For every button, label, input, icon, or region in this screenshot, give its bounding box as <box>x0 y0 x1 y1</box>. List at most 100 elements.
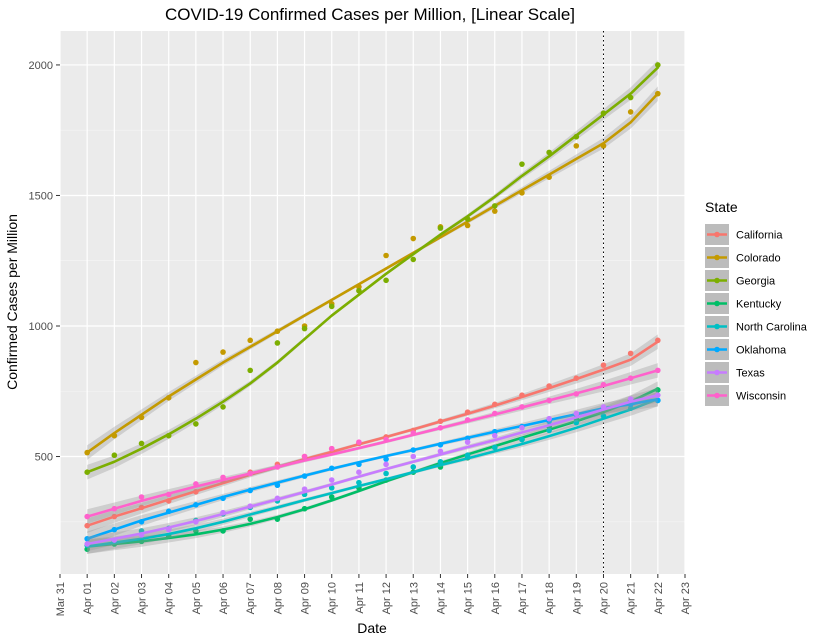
data-point <box>165 498 172 504</box>
data-point <box>247 470 254 477</box>
data-point <box>247 516 254 522</box>
data-point <box>600 110 607 117</box>
data-point <box>274 482 281 489</box>
legend-label: Oklahoma <box>736 345 787 357</box>
chart-title: COVID-19 Confirmed Cases per Million, [L… <box>165 5 575 24</box>
data-point <box>410 235 417 242</box>
x-tick-label: Apr 04 <box>164 582 176 614</box>
data-point <box>627 405 634 412</box>
x-tick-label: Apr 02 <box>109 582 121 614</box>
data-point <box>247 337 254 344</box>
legend-key-point <box>714 346 720 353</box>
x-tick-label: Apr 08 <box>272 582 284 614</box>
data-point <box>301 473 308 479</box>
x-tick-label: Apr 16 <box>490 582 502 614</box>
legend-item: California <box>705 224 783 245</box>
fit-line <box>85 393 660 546</box>
x-tick-label: Apr 11 <box>354 582 366 614</box>
x-tick-label: Apr 22 <box>653 582 665 614</box>
data-point <box>383 436 389 443</box>
data-point <box>464 435 471 442</box>
data-point <box>138 494 145 500</box>
legend-label: Wisconsin <box>736 391 786 403</box>
data-point <box>220 474 226 481</box>
data-point <box>328 465 335 472</box>
data-point <box>138 532 145 538</box>
data-point <box>491 401 498 408</box>
data-point <box>464 452 471 459</box>
legend-item: Colorado <box>705 247 781 268</box>
data-point <box>84 541 90 547</box>
data-point <box>410 447 417 453</box>
data-point <box>328 494 335 500</box>
legend-label: North Carolina <box>736 322 808 334</box>
panel-background <box>60 31 685 574</box>
data-point <box>491 410 498 417</box>
x-tick-label: Apr 07 <box>245 582 257 614</box>
data-point <box>437 441 444 448</box>
data-point <box>410 430 417 436</box>
data-point <box>464 409 471 415</box>
data-point <box>464 417 471 423</box>
data-point <box>464 222 471 229</box>
data-point <box>437 225 444 231</box>
data-point <box>138 440 145 447</box>
fit-line <box>85 369 660 518</box>
data-point <box>573 391 580 397</box>
data-point <box>655 387 661 393</box>
legend-key-point <box>714 369 720 376</box>
data-point <box>193 481 199 487</box>
data-point <box>84 513 90 520</box>
legend-label: California <box>736 230 783 242</box>
x-tick-label: Apr 03 <box>137 582 149 614</box>
x-tick-label: Apr 20 <box>598 582 610 614</box>
data-point <box>193 488 199 495</box>
y-tick-label: 1500 <box>29 190 53 202</box>
data-point <box>301 486 308 492</box>
data-point <box>627 109 634 115</box>
data-point <box>111 537 118 543</box>
fit-line <box>85 92 660 454</box>
data-point <box>655 62 661 68</box>
data-point <box>600 413 607 419</box>
legend-item: Texas <box>705 362 765 383</box>
x-tick-label: Apr 10 <box>327 582 339 614</box>
data-point <box>519 161 525 167</box>
data-point <box>437 425 444 431</box>
data-point <box>383 456 389 462</box>
data-point <box>111 432 118 439</box>
data-point <box>193 421 199 427</box>
series-texas <box>84 387 661 552</box>
data-point <box>491 203 498 209</box>
data-point <box>328 303 335 310</box>
data-point <box>546 397 552 404</box>
fit-line <box>85 397 660 541</box>
data-point <box>491 432 498 439</box>
data-point <box>165 491 172 498</box>
data-point <box>193 502 199 508</box>
data-point <box>655 337 661 344</box>
fit-line <box>85 66 660 474</box>
x-tick-label: Apr 21 <box>626 582 638 614</box>
legend-label: Colorado <box>736 253 781 265</box>
fit-line <box>85 387 660 548</box>
x-tick-label: Mar 31 <box>55 582 67 616</box>
data-point <box>220 349 226 355</box>
data-point <box>383 252 389 259</box>
data-point <box>573 133 580 140</box>
data-point <box>546 149 552 156</box>
data-point <box>546 415 552 422</box>
y-tick-label: 1000 <box>29 321 53 333</box>
data-point <box>193 518 199 525</box>
data-point <box>84 535 90 542</box>
legend-label: Texas <box>736 368 765 380</box>
y-tick-label: 500 <box>35 452 53 464</box>
data-point <box>655 392 661 398</box>
data-point <box>600 381 607 388</box>
y-axis-title: Confirmed Cases per Million <box>4 214 20 390</box>
data-point <box>165 432 172 439</box>
data-point <box>165 394 172 401</box>
data-point <box>519 436 525 443</box>
data-point <box>383 461 389 468</box>
